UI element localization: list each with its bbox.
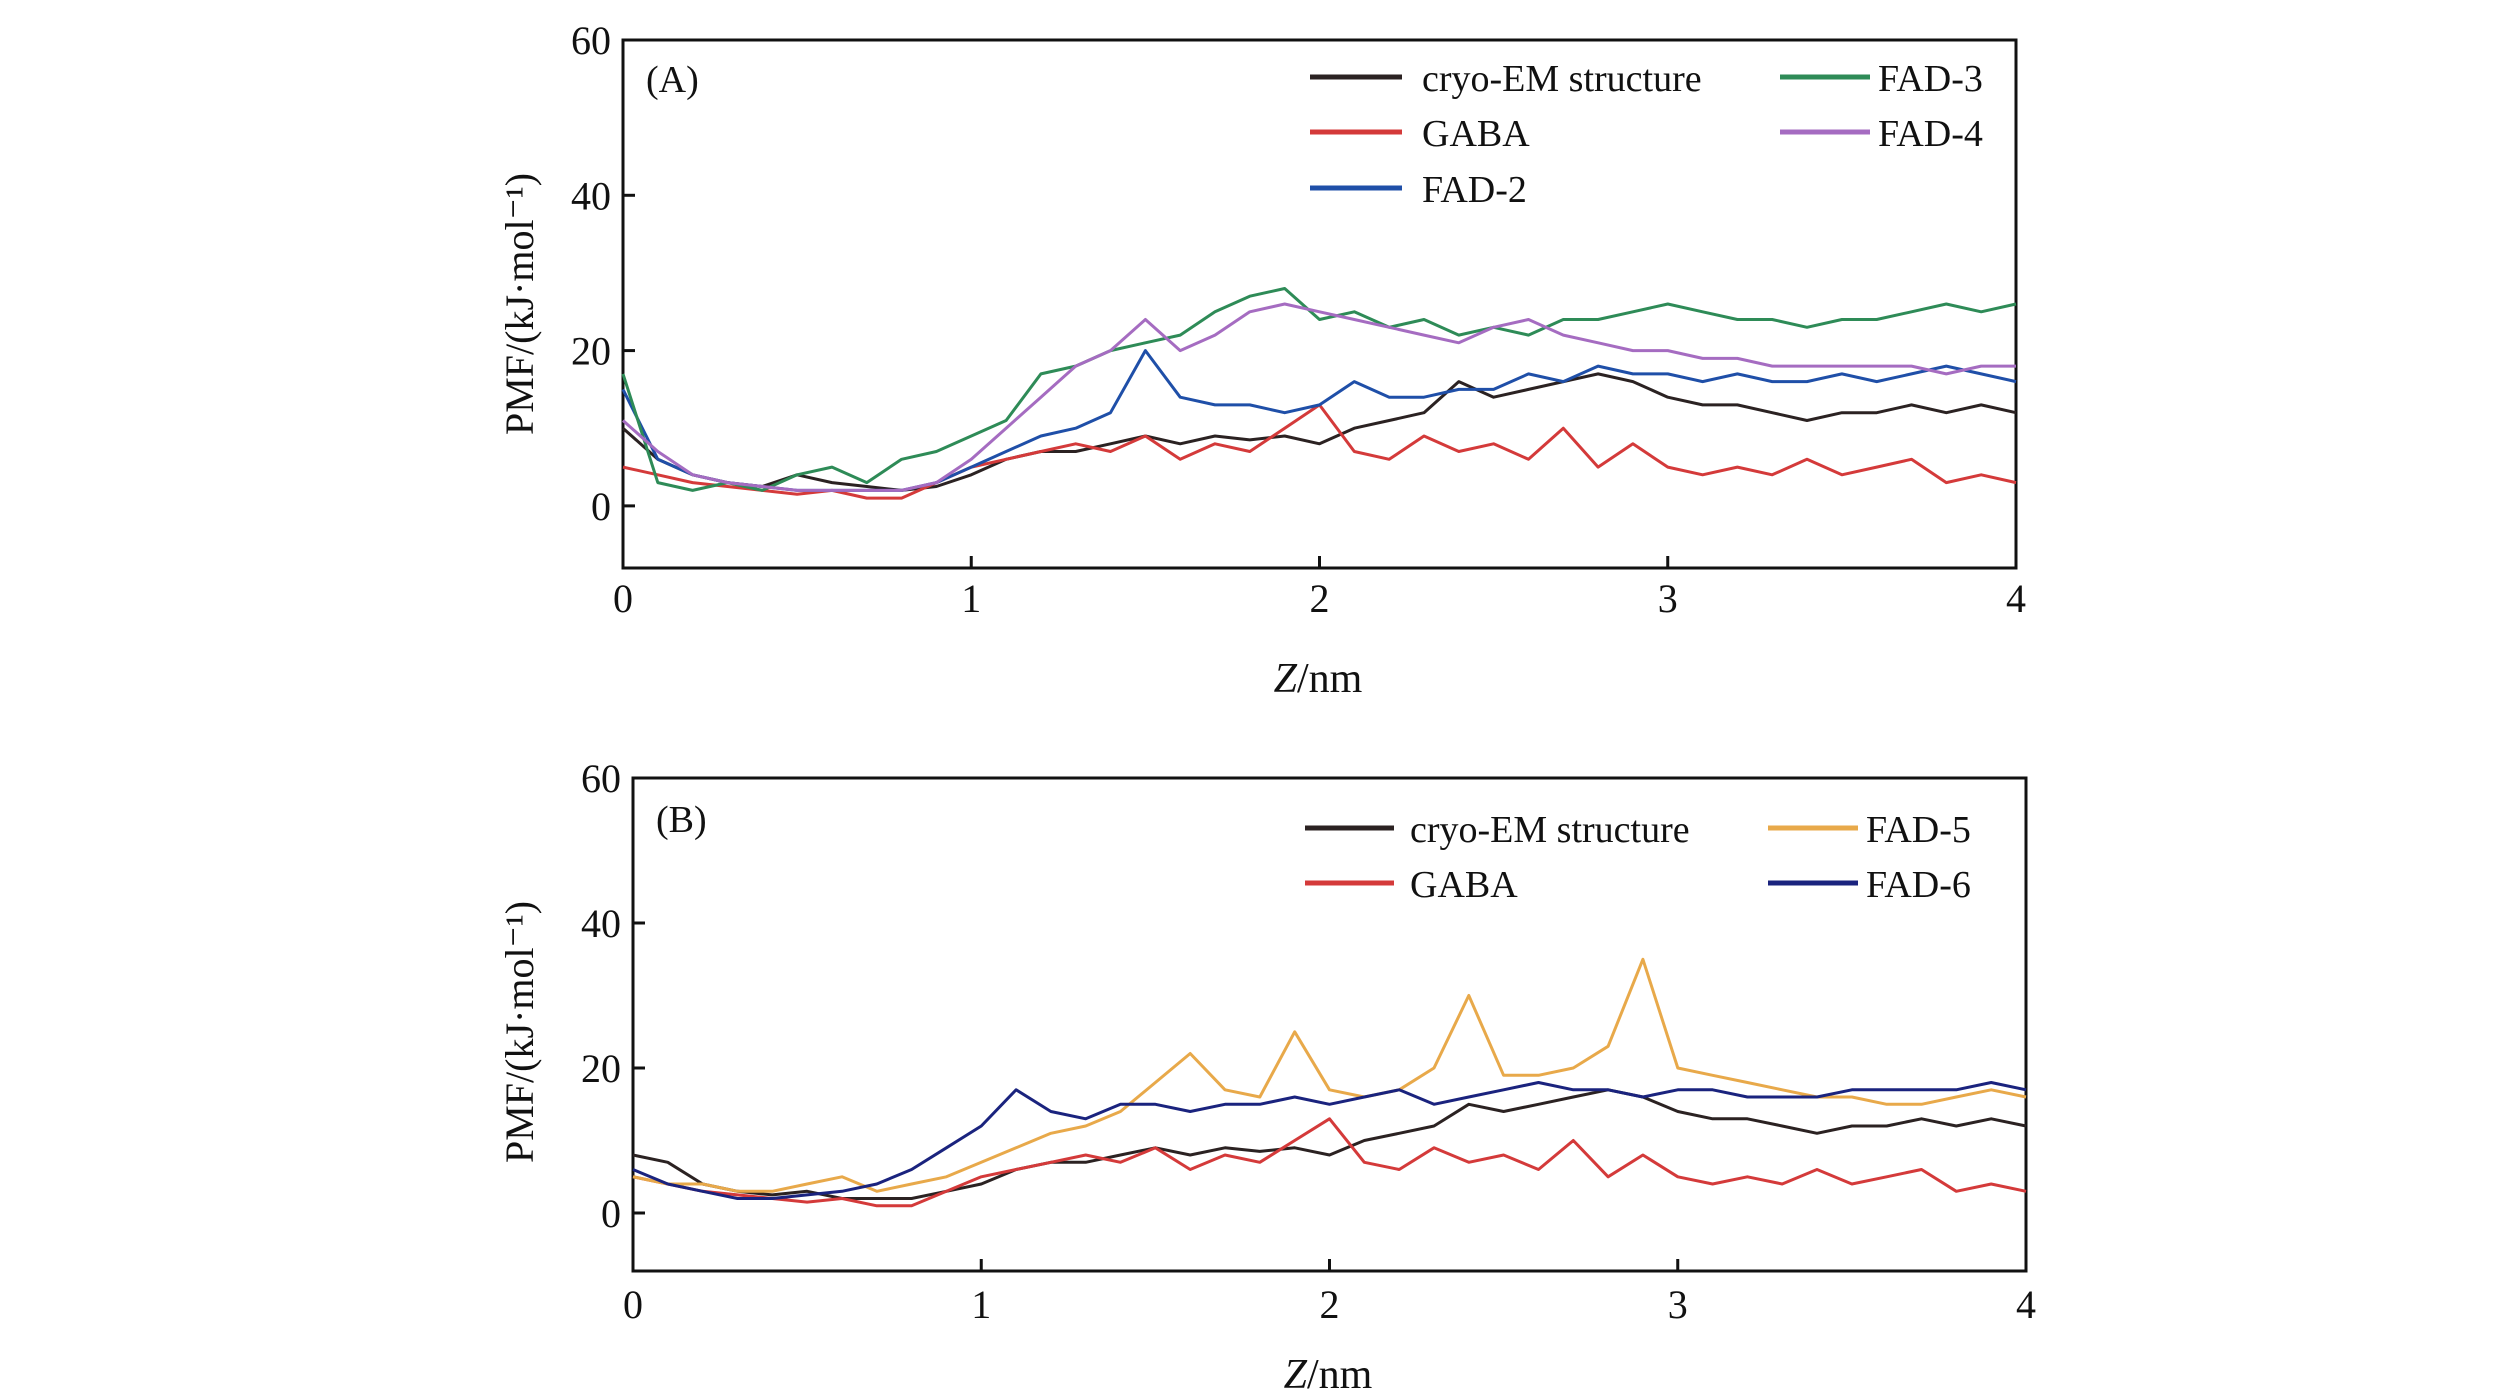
y-tick-label: 40 (571, 173, 611, 218)
plot-frame-a (621, 38, 2018, 570)
legend-label-gaba-a: GABA (1422, 113, 1530, 155)
legend-label-cryo-em-a: cryo-EM structure (1422, 58, 1702, 100)
panel-label-b: (B) (656, 799, 707, 841)
legend-label-fad6-b: FAD-6 (1866, 864, 1971, 906)
y-tick-label: 0 (591, 484, 611, 529)
x-tick-label: 2 (1310, 576, 1330, 621)
legend-label-fad3-a: FAD-3 (1878, 58, 1983, 100)
x-axis-label-var-b: Z (1284, 1352, 1308, 1398)
legend-a: cryo-EM structure GABA FAD-2 FAD-3 FAD-4 (1310, 58, 1983, 211)
y-tick-label: 40 (581, 901, 621, 946)
x-axis-label-a: Z/nm (1274, 656, 1363, 702)
legend-label-fad2-a: FAD-2 (1422, 169, 1527, 211)
y-axis-label-a: PMF/(kJ·mol⁻¹) (497, 173, 542, 435)
x-axis-label-b: Z/nm (1284, 1352, 1373, 1398)
series-line-fad-4-a (622, 302, 2016, 492)
series-line-fad-5-b (632, 957, 2027, 1193)
x-tick-label: 4 (2006, 576, 2026, 621)
y-tick-label: 60 (571, 18, 611, 63)
y-tick-label: 20 (571, 329, 611, 374)
series-line-fad-3-a (621, 287, 2017, 492)
series-line-fad-6-b (632, 1081, 2027, 1200)
x-tick-label: 0 (623, 1282, 643, 1327)
x-tick-label: 1 (961, 576, 981, 621)
x-axis-label-unit-a: /nm (1297, 656, 1363, 702)
x-tick-label: 3 (1658, 576, 1678, 621)
y-axis-label-b: PMF/(kJ·mol⁻¹) (497, 901, 542, 1163)
legend-label-fad5-b: FAD-5 (1866, 809, 1971, 851)
y-tick-label: 0 (601, 1191, 621, 1236)
x-tick-label: 2 (1320, 1282, 1340, 1327)
legend-label-fad4-a: FAD-4 (1878, 113, 1983, 155)
series-line-cryo-em-structure-a (622, 372, 2017, 492)
legend-label-cryo-em-b: cryo-EM structure (1410, 809, 1690, 851)
x-tick-label: 3 (1668, 1282, 1688, 1327)
series-line-gaba-a (622, 403, 2017, 500)
x-axis-label-var-a: Z (1274, 656, 1298, 702)
x-tick-label: 1 (971, 1282, 991, 1327)
x-tick-label: 4 (2016, 1282, 2036, 1327)
series-layer-b (632, 957, 2027, 1208)
x-axis-label-unit-b: /nm (1307, 1352, 1373, 1398)
legend-label-gaba-b: GABA (1410, 864, 1518, 906)
legend-b: cryo-EM structure GABA FAD-5 FAD-6 (1305, 809, 1971, 906)
x-tick-label: 0 (613, 576, 633, 621)
panel-label-a: (A) (646, 59, 699, 101)
series-line-cryo-em-structure-b (632, 1088, 2027, 1200)
series-line-gaba-b (632, 1117, 2027, 1208)
y-tick-label: 20 (581, 1046, 621, 1091)
series-layer-a (621, 287, 2017, 500)
y-tick-label: 60 (581, 756, 621, 801)
